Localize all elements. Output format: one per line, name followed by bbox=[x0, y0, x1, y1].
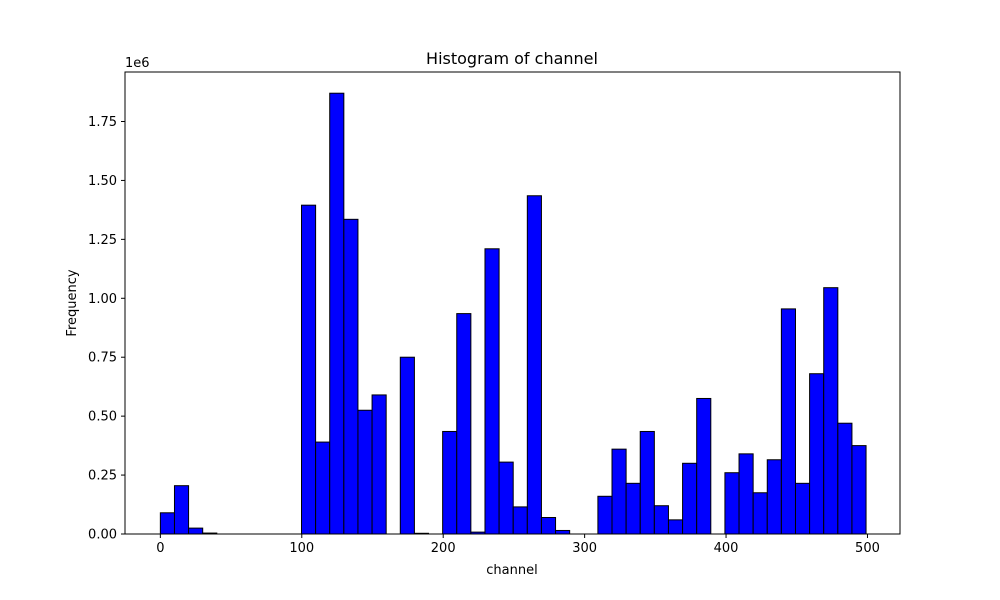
histogram-bar bbox=[752, 492, 768, 535]
x-tick-label: 200 bbox=[431, 541, 456, 556]
histogram-bar bbox=[851, 445, 867, 535]
y-tick-label: 0.00 bbox=[88, 528, 117, 543]
histogram-bar bbox=[696, 397, 712, 535]
histogram-bar bbox=[188, 527, 204, 535]
histogram-bar bbox=[512, 506, 528, 535]
histogram-bar bbox=[357, 409, 373, 535]
histogram-bar bbox=[456, 313, 472, 535]
histogram-bar bbox=[540, 517, 557, 535]
histogram-bar bbox=[611, 448, 627, 535]
y-tick-label: 1.25 bbox=[88, 233, 117, 248]
histogram-bar bbox=[639, 430, 655, 535]
x-tick-label: 500 bbox=[855, 541, 880, 556]
histogram-bar bbox=[625, 482, 641, 535]
histogram-bar bbox=[484, 248, 500, 535]
histogram-bar bbox=[766, 459, 782, 535]
x-tick-label: 0 bbox=[156, 541, 164, 556]
y-tick-label: 1.75 bbox=[88, 115, 117, 130]
histogram-bar bbox=[653, 505, 669, 535]
histogram-bar bbox=[682, 462, 698, 535]
x-tick-label: 400 bbox=[714, 541, 739, 556]
histogram-bar bbox=[442, 430, 458, 535]
y-tick-label: 0.25 bbox=[88, 469, 117, 484]
histogram-bar bbox=[329, 92, 345, 535]
histogram-bar bbox=[315, 441, 331, 535]
x-axis-ticks: 0 100 200 300 400 500 bbox=[156, 534, 880, 556]
histogram-bar bbox=[837, 422, 853, 535]
y-tick-label: 0.75 bbox=[88, 351, 117, 366]
y-tick-label: 1.50 bbox=[88, 174, 117, 189]
histogram-bar bbox=[555, 529, 571, 535]
chart-title: Histogram of channel bbox=[426, 49, 598, 68]
x-tick-label: 100 bbox=[289, 541, 314, 556]
histogram-bar bbox=[724, 472, 740, 535]
histogram-bar bbox=[738, 453, 754, 535]
histogram-bar bbox=[159, 512, 175, 535]
histogram-bar bbox=[597, 495, 613, 535]
histogram-bar bbox=[667, 519, 684, 535]
histogram-bar bbox=[823, 287, 839, 535]
histogram-bar bbox=[343, 218, 359, 535]
histogram-bar bbox=[371, 394, 387, 535]
histogram-bar bbox=[526, 195, 542, 535]
y-axis-offset-label: 1e6 bbox=[125, 56, 150, 71]
histogram-bar bbox=[794, 482, 811, 535]
y-axis-ticks: 0.00 0.25 0.50 0.75 1.00 1.25 1.50 1.75 bbox=[88, 115, 125, 543]
x-tick-label: 300 bbox=[572, 541, 597, 556]
histogram-bar bbox=[399, 356, 415, 535]
histogram-bar bbox=[809, 373, 825, 535]
bars-group bbox=[159, 92, 867, 535]
plot-area-frame bbox=[124, 71, 901, 535]
y-axis-label: Frequency bbox=[65, 269, 80, 336]
histogram-bar bbox=[300, 204, 317, 535]
histogram-bar bbox=[173, 485, 190, 535]
histogram-bar bbox=[780, 308, 796, 535]
y-tick-label: 0.50 bbox=[88, 410, 117, 425]
histogram-bar bbox=[498, 461, 514, 535]
y-tick-label: 1.00 bbox=[88, 292, 117, 307]
x-axis-label: channel bbox=[486, 563, 537, 578]
